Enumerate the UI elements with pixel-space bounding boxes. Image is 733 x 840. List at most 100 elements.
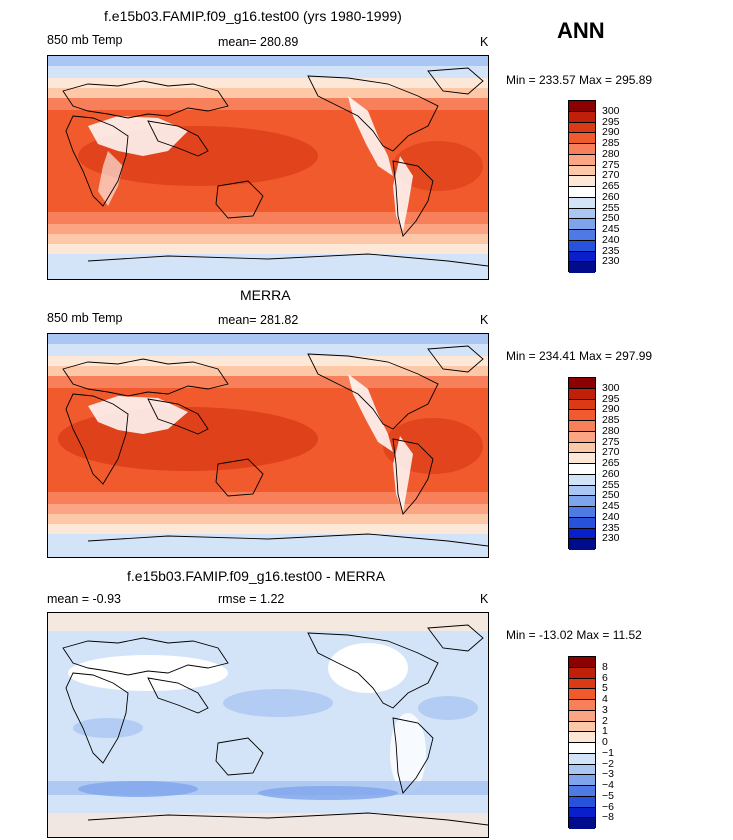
colorbar-tick-label: 8: [602, 660, 608, 673]
colorbar-tick-label: 5: [602, 682, 608, 695]
colorbar-swatch: [569, 474, 595, 486]
panel2-units-label: K: [480, 313, 489, 327]
panel2-mean-label: mean= 281.82: [218, 313, 299, 327]
colorbar-swatch: [569, 517, 595, 529]
colorbar-swatch: [569, 165, 595, 177]
colorbar-swatch: [569, 818, 595, 829]
colorbar-tick-label: 0: [602, 736, 608, 748]
panel1-units-label: K: [480, 35, 489, 49]
colorbar-swatch: [569, 507, 595, 518]
panel2-minmax-label: Min = 234.41 Max = 297.99: [506, 349, 653, 363]
colorbar-swatch: [569, 410, 595, 421]
colorbar-swatch: [569, 775, 595, 786]
colorbar-swatch: [569, 208, 595, 220]
colorbar-swatch: [569, 721, 595, 733]
colorbar-swatch: [569, 378, 595, 389]
colorbar-tick-label: −1: [602, 746, 614, 759]
colorbar-swatch: [569, 187, 595, 198]
colorbar-tick-label: 2: [602, 714, 608, 727]
colorbar-tick-label: 255: [602, 478, 620, 491]
colorbar-tick-label: 265: [602, 457, 620, 469]
colorbar-swatch: [569, 807, 595, 819]
colorbar-tick-label: 230: [602, 255, 620, 268]
colorbar-tick-label: −8: [602, 811, 614, 824]
colorbar-tick-label: 240: [602, 510, 620, 523]
colorbar-swatch: [569, 219, 595, 230]
colorbar-swatch: [569, 786, 595, 797]
panel1-minmax-label: Min = 233.57 Max = 295.89: [506, 73, 653, 87]
colorbar-tick-label: 4: [602, 693, 608, 705]
colorbar-tick-label: 290: [602, 403, 620, 416]
colorbar-swatch: [569, 144, 595, 155]
colorbar-swatch: [569, 678, 595, 690]
panel3-units-label: K: [480, 592, 489, 606]
colorbar-swatch: [569, 700, 595, 711]
colorbar-swatch: [569, 399, 595, 411]
colorbar-tick-label: 275: [602, 435, 620, 448]
colorbar-tick-label: 300: [602, 104, 620, 117]
colorbar-tick-label: 300: [602, 381, 620, 394]
colorbar-tick-label: 1: [602, 725, 608, 738]
colorbar-swatch: [569, 122, 595, 134]
colorbar-swatch: [569, 528, 595, 540]
colorbar-tick-label: 270: [602, 446, 620, 459]
colorbar-swatch: [569, 796, 595, 808]
colorbar-tick-label: 260: [602, 467, 620, 480]
colorbar-swatch: [569, 710, 595, 722]
colorbar-swatch: [569, 453, 595, 464]
colorbar-swatch: [569, 667, 595, 679]
colorbar-swatch: [569, 101, 595, 112]
colorbar-tick-label: 6: [602, 671, 608, 684]
colorbar-swatch: [569, 657, 595, 668]
colorbar-tick-label: 255: [602, 201, 620, 214]
colorbar-tick-label: 245: [602, 223, 620, 235]
colorbar-swatch: [569, 388, 595, 400]
colorbar-swatch: [569, 230, 595, 241]
colorbar-tick-label: 240: [602, 233, 620, 246]
panel3-map: [47, 612, 489, 838]
colorbar-tick-label: 270: [602, 169, 620, 182]
colorbar-swatch: [569, 133, 595, 144]
colorbar-tick-label: 265: [602, 180, 620, 192]
colorbar-tick-label: 295: [602, 392, 620, 405]
colorbar-tick-label: 285: [602, 414, 620, 426]
colorbar-tick-label: 235: [602, 244, 620, 257]
colorbar-swatch: [569, 496, 595, 507]
colorbar-swatch: [569, 539, 595, 550]
colorbar-swatch: [569, 689, 595, 700]
colorbar-swatch: [569, 732, 595, 743]
panel1-variable-label: 850 mb Temp: [47, 33, 123, 47]
colorbar-tick-label: 245: [602, 500, 620, 512]
panel3-mean-label: mean = -0.93: [47, 592, 122, 606]
colorbar-tick-label: 260: [602, 190, 620, 203]
colorbar-tick-label: −3: [602, 768, 614, 781]
panel2-map: [47, 333, 489, 558]
colorbar-tick-label: 275: [602, 158, 620, 171]
colorbar-swatch: [569, 197, 595, 209]
colorbar-tick-label: 295: [602, 115, 620, 128]
colorbar-swatch: [569, 251, 595, 263]
colorbar-swatch: [569, 464, 595, 475]
panel3-colorbar: [568, 656, 596, 829]
colorbar-swatch: [569, 764, 595, 776]
colorbar-swatch: [569, 442, 595, 454]
panel2-variable-label: 850 mb Temp: [47, 311, 123, 325]
colorbar-swatch: [569, 485, 595, 497]
panel3-title: f.e15b03.FAMIP.f09_g16.test00 - MERRA: [127, 568, 386, 584]
colorbar-swatch: [569, 154, 595, 166]
season-label: ANN: [557, 18, 605, 43]
colorbar-tick-label: −4: [602, 779, 614, 791]
colorbar-swatch: [569, 743, 595, 754]
colorbar-tick-label: −6: [602, 800, 614, 813]
panel1-map: [47, 55, 489, 280]
colorbar-swatch: [569, 431, 595, 443]
panel2-colorbar: [568, 377, 596, 550]
colorbar-swatch: [569, 753, 595, 765]
colorbar-tick-label: −2: [602, 757, 614, 770]
panel3-minmax-label: Min = -13.02 Max = 11.52: [506, 628, 642, 642]
colorbar-swatch: [569, 421, 595, 432]
colorbar-tick-label: 250: [602, 212, 620, 225]
colorbar-tick-label: 280: [602, 424, 620, 437]
colorbar-tick-label: 235: [602, 521, 620, 534]
colorbar-tick-label: 285: [602, 137, 620, 149]
